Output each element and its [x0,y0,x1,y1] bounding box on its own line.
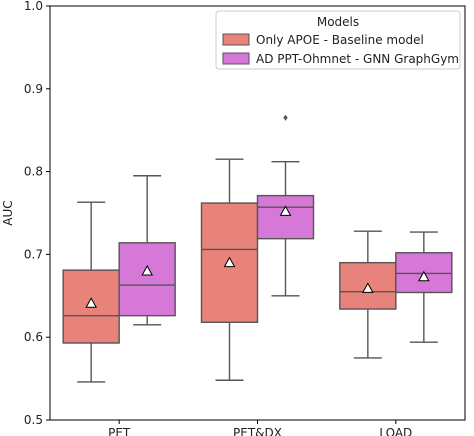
iqr-box [256,194,315,240]
x-tick-label: PET [108,426,131,436]
mean-marker [223,256,236,268]
outlier-point [283,114,288,121]
box-group [200,158,259,381]
y-axis-label: AUC [1,200,15,225]
box-group [118,175,176,326]
box-group [395,231,453,343]
box-group [62,201,120,383]
y-tick-label: 1.0 [24,0,43,13]
legend-swatch [222,33,250,46]
box-group [256,114,315,297]
boxes-layer [62,114,453,383]
mean-marker [361,282,374,293]
legend-title: Models [317,15,359,29]
legend-label: AD PPT-Ohmnet - GNN GraphGym [256,52,459,66]
mean-marker [279,205,292,216]
x-tick-label: PET&DX [233,426,282,436]
y-tick-label: 0.7 [24,247,43,261]
x-tick-label: LOAD [379,426,412,436]
y-tick-label: 0.9 [24,82,43,96]
box-group [339,230,397,359]
mean-marker [85,297,98,308]
mean-marker [141,264,154,276]
mean-marker [417,270,430,282]
y-tick-label: 0.5 [24,413,43,427]
legend-label: Only APOE - Baseline model [256,33,424,47]
y-tick-label: 0.6 [24,330,43,344]
y-tick-label: 0.8 [24,165,43,179]
legend-frame [215,10,461,70]
legend-swatch [222,52,250,65]
iqr-box [118,242,176,317]
legend: Models Only APOE - Baseline model AD PPT-O… [215,10,461,70]
